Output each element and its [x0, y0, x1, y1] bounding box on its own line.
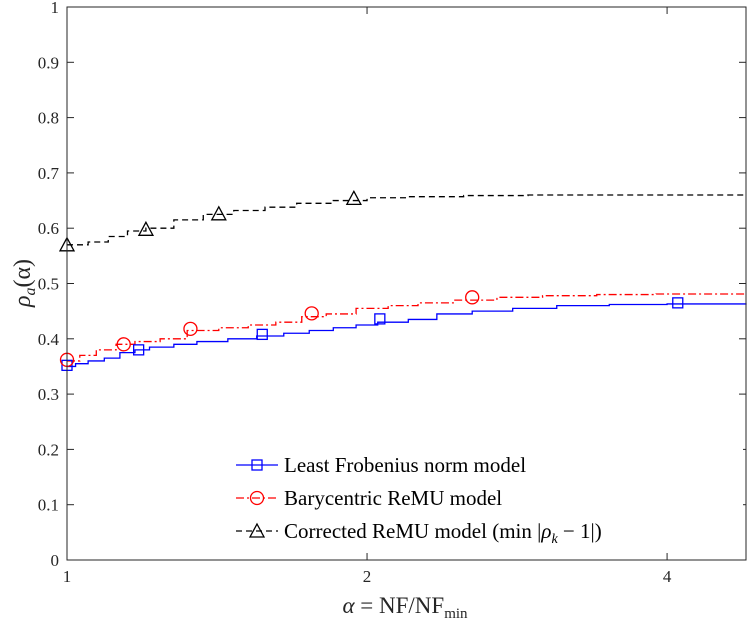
legend-label-barycentric: Barycentric ReMU model: [284, 486, 502, 510]
marker-square: [256, 328, 268, 341]
series-line-circle: [67, 293, 747, 362]
x-tick-label: 4: [663, 567, 672, 586]
y-tick-label: 0.7: [38, 164, 60, 183]
legend-label-least-frobenius: Least Frobenius norm model: [284, 453, 526, 477]
y-tick-label: 0.2: [38, 440, 59, 459]
y-tick-label: 0.9: [38, 53, 59, 72]
marker-triangle: [137, 220, 155, 236]
y-axis-title-sub: a: [22, 288, 39, 296]
legend-label-corrected: Corrected ReMU model (min |ρk − 1|): [284, 519, 602, 547]
y-tick-label: 0: [51, 551, 60, 570]
x-axis-title-nf: NF/NF: [379, 593, 444, 618]
marker-circle: [304, 306, 319, 321]
y-axis-title-rho: ρ: [10, 296, 36, 309]
y-tick-label: 0.1: [38, 496, 59, 515]
legend-label-corrected-prefix: Corrected ReMU model (: [284, 519, 499, 543]
x-axis-title-alpha: α: [342, 593, 355, 618]
legend-label-corrected-min: min: [499, 519, 532, 543]
y-tick-label: 0.4: [38, 330, 60, 349]
marker-circle: [465, 290, 480, 305]
y-tick-label: 1: [51, 0, 60, 17]
marker-circle: [116, 337, 131, 352]
legend-item-corrected: Corrected ReMU model (min |ρk − 1|): [236, 519, 602, 547]
series-layer: [67, 194, 747, 368]
marker-triangle: [210, 205, 227, 221]
marker-triangle: [345, 189, 362, 205]
x-axis-title-sub: min: [444, 606, 468, 622]
y-tick-label: 0.3: [38, 385, 59, 404]
marker-square: [374, 313, 386, 325]
legend-label-corrected-rho: ρ: [540, 519, 551, 543]
y-tick-label: 0.5: [38, 275, 59, 294]
y-tick-label: 0.8: [38, 109, 59, 128]
series-line-square: [67, 303, 747, 368]
legend-circle-marker: [249, 490, 265, 506]
series-line-triangle: [67, 194, 746, 246]
legend-label-corrected-rho-sub: k: [551, 532, 558, 547]
tick-layer: 0 0.1 0.2 0.3 0.4 0.5 0.6 0.7 0.8 0.9 1 1 2 4: [38, 0, 746, 586]
legend-label-corrected-minus: − 1|): [558, 519, 602, 543]
x-tick-label: 2: [363, 567, 372, 586]
legend-label-corrected-abs: |: [532, 519, 541, 543]
y-axis-title-arg: (α): [10, 259, 36, 288]
y-tick-label: 0.6: [38, 219, 59, 238]
legend-item-least-frobenius: Least Frobenius norm model: [236, 453, 526, 477]
legend: Least Frobenius norm model Barycentric R…: [226, 447, 743, 553]
y-axis-title: ρa(α): [10, 259, 39, 308]
legend-box: [226, 447, 743, 553]
marker-circle: [183, 321, 198, 336]
legend-item-barycentric: Barycentric ReMU model: [236, 486, 502, 510]
x-axis-title-eq: =: [355, 593, 379, 618]
x-tick-label: 1: [63, 567, 72, 586]
legend-triangle-marker: [248, 522, 266, 538]
marker-square: [132, 344, 145, 356]
legend-square-marker: [251, 459, 263, 471]
x-axis-title: α = NF/NFmin: [342, 593, 468, 622]
marker-square: [672, 297, 684, 309]
